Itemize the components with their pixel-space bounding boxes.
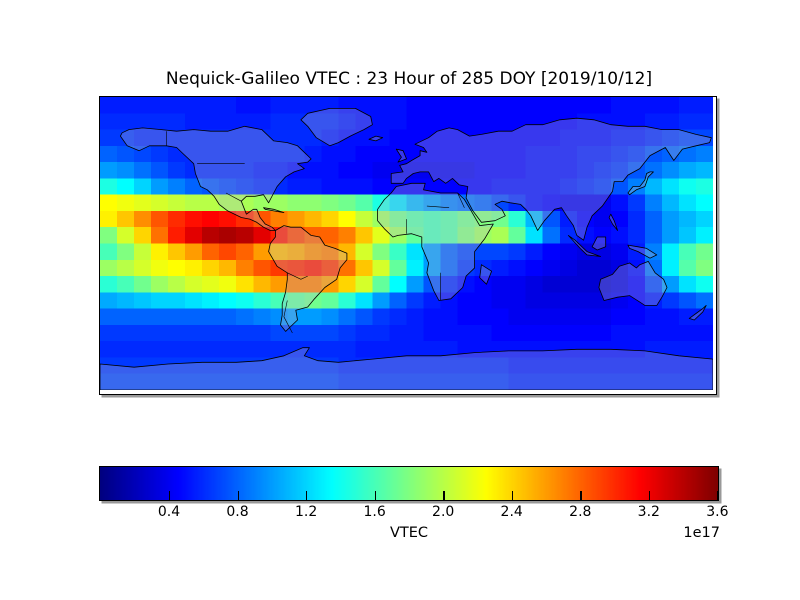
colorbar-tick-label: 1.2 <box>294 504 318 520</box>
colorbar-tick <box>648 491 651 501</box>
colorbar-tick <box>169 491 171 501</box>
land-outline <box>627 244 658 259</box>
land-outline <box>390 117 712 241</box>
land-outline <box>567 235 601 257</box>
colorbar-tick <box>717 491 719 501</box>
colorbar-tick-label: 2.4 <box>500 504 523 520</box>
colorbar-tick-label: 0.4 <box>157 504 181 520</box>
country-border <box>426 205 450 208</box>
colorbar-tick <box>237 491 239 501</box>
land-outline <box>368 135 384 142</box>
colorbar-tick-label: 2.0 <box>432 504 455 520</box>
land-outline <box>268 225 348 332</box>
colorbar <box>99 466 719 501</box>
plot-title: Nequick-Galileo VTEC : 23 Hour of 285 DO… <box>165 69 653 89</box>
land-outline <box>120 125 312 231</box>
colorbar-gradient-canvas <box>100 467 718 500</box>
land-outline <box>100 347 713 390</box>
map-panel <box>99 96 717 395</box>
land-outline <box>263 207 285 213</box>
land-outline <box>479 264 492 285</box>
colorbar-tick <box>580 491 582 501</box>
colorbar-tick <box>511 491 514 501</box>
land-outline <box>300 108 373 147</box>
vtec-heatmap-canvas <box>100 97 713 390</box>
land-outline <box>688 305 707 321</box>
colorbar-tick-label: 3.2 <box>637 504 660 520</box>
colorbar-axis-label: VTEC <box>389 525 429 541</box>
land-outline <box>608 213 618 231</box>
coastlines-svg <box>100 108 713 390</box>
colorbar-tick-label: 1.6 <box>363 504 386 520</box>
land-outline <box>591 236 607 251</box>
land-outline <box>627 171 654 196</box>
colorbar-tick <box>443 491 445 501</box>
country-border <box>283 300 293 334</box>
colorbar-tick-label: 0.8 <box>226 504 249 520</box>
colorbar-tick <box>306 491 308 501</box>
country-border <box>287 272 308 280</box>
country-border <box>457 192 465 208</box>
colorbar-tick <box>374 491 376 501</box>
colorbar-tick-label: 3.6 <box>706 504 729 520</box>
country-border <box>225 192 242 202</box>
land-outline <box>598 261 668 306</box>
land-outline <box>395 148 407 163</box>
colorbar-tick-label: 2.8 <box>569 504 592 520</box>
colorbar-scale-label: 1e17 <box>683 525 720 541</box>
